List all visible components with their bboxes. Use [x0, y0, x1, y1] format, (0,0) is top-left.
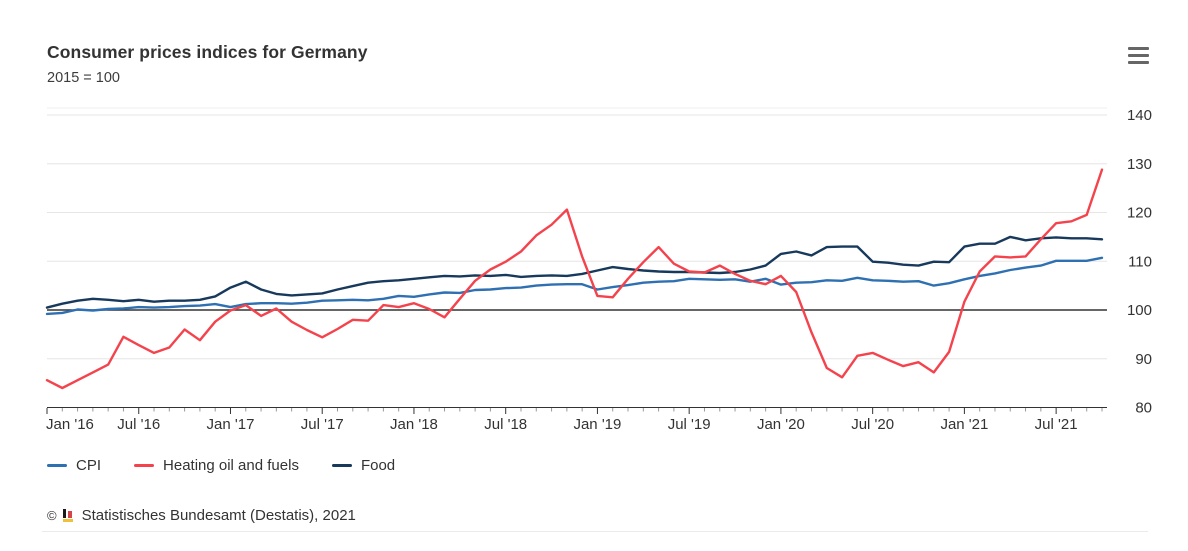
- chart-credits: © Statistisches Bundesamt (Destatis), 20…: [47, 507, 356, 524]
- food-line-swatch: [331, 463, 352, 468]
- x-tick-label: Jul '16: [117, 416, 160, 433]
- legend-item-food[interactable]: Food: [331, 457, 396, 474]
- y-tick-label-140: 140: [1127, 107, 1152, 124]
- x-tick-label: Jan '16: [46, 416, 94, 433]
- x-tick-label: Jul '20: [851, 416, 894, 433]
- destatis-logo-icon: [62, 508, 76, 523]
- series-line-heating-oil-and-fuels[interactable]: [45, 168, 1104, 390]
- y-tick-label-110: 110: [1128, 253, 1152, 270]
- y-tick-label-100: 100: [1127, 302, 1152, 319]
- x-tick-label: Jan '20: [757, 416, 805, 433]
- x-tick-label: Jan '21: [940, 416, 988, 433]
- legend-item-heating-oil-and-fuels[interactable]: Heating oil and fuels: [134, 457, 299, 474]
- x-tick-label: Jan '17: [207, 416, 255, 433]
- y-tick-label-80: 80: [1135, 400, 1152, 417]
- cpi-line-swatch: [47, 463, 67, 468]
- chart-title: Consumer prices indices for Germany: [47, 42, 368, 62]
- credits-source: Statistisches Bundesamt (Destatis), 2021: [81, 507, 356, 524]
- y-tick-label-130: 130: [1127, 156, 1152, 173]
- legend-label: CPI: [76, 457, 102, 474]
- hamburger-icon: [1128, 53, 1149, 58]
- chart-header: Consumer prices indices for Germany 2015…: [47, 42, 368, 86]
- x-tick-label: Jul '18: [484, 416, 527, 433]
- heating-oil-line-swatch: [134, 463, 155, 468]
- chart-legend: CPI Heating oil and fuels Food: [47, 457, 395, 474]
- series-line-cpi[interactable]: [45, 256, 1104, 316]
- series-line-food[interactable]: [45, 235, 1104, 309]
- hamburger-menu-button[interactable]: [1128, 47, 1149, 64]
- bottom-divider: [42, 531, 1148, 532]
- x-tick-label: Jul '21: [1035, 416, 1078, 433]
- legend-label: Heating oil and fuels: [163, 457, 299, 474]
- hamburger-icon: [1128, 60, 1149, 64]
- y-tick-label-120: 120: [1127, 205, 1152, 222]
- x-tick-label: Jul '17: [301, 416, 344, 433]
- x-tick-label: Jan '18: [390, 416, 438, 433]
- legend-label: Food: [360, 457, 396, 474]
- x-tick-label: Jul '19: [668, 416, 711, 433]
- copyright-symbol: ©: [47, 508, 57, 523]
- legend-item-cpi[interactable]: CPI: [47, 457, 101, 474]
- y-tick-label-90: 90: [1135, 351, 1152, 368]
- chart-subtitle: 2015 = 100: [47, 70, 120, 86]
- hamburger-icon: [1128, 47, 1149, 51]
- x-tick-label: Jan '19: [573, 416, 621, 433]
